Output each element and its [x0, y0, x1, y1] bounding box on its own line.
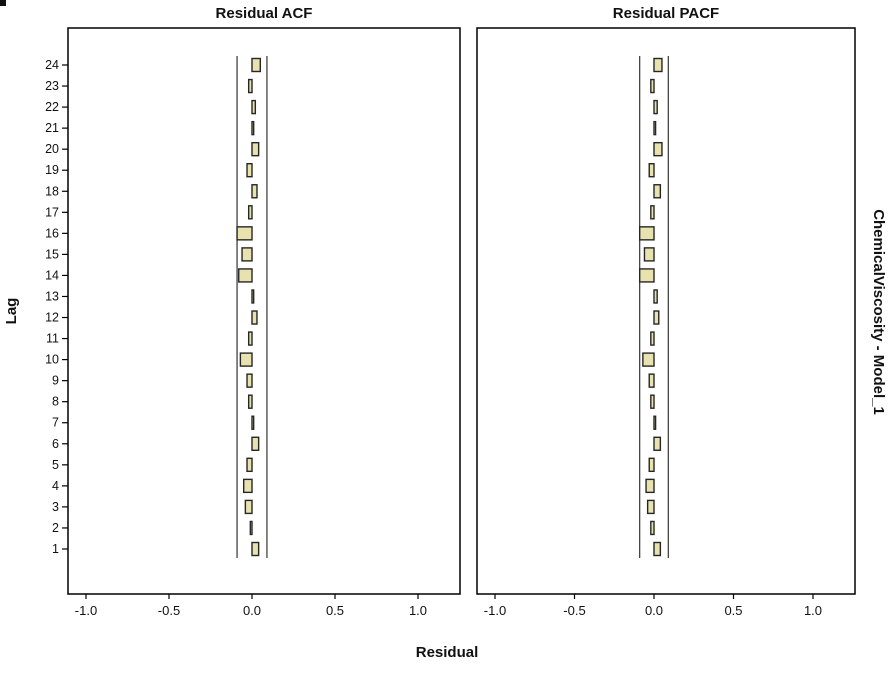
pacf-bar-lag-10	[642, 352, 655, 367]
y-tick-label: 3	[52, 500, 59, 514]
acf-bar-lag-23	[247, 78, 253, 94]
y-tick-label: 21	[45, 121, 59, 135]
acf-bar-lag-3	[244, 499, 253, 515]
acf-bar-lag-1	[251, 541, 260, 557]
y-tick-label: 16	[45, 226, 59, 240]
y-tick-label: 20	[45, 142, 59, 156]
acf-x-tick-label: 0.5	[326, 603, 344, 618]
y-tick-label: 24	[45, 58, 59, 72]
acf-bar-lag-22	[251, 99, 257, 115]
y-tick-label: 15	[45, 247, 59, 261]
pacf-bar-lag-8	[650, 394, 655, 409]
acf-bar-lag-5	[246, 457, 253, 473]
acf-x-tick-label: -0.5	[158, 603, 180, 618]
pacf-panel-title: Residual PACF	[613, 5, 719, 22]
pacf-bar-lag-6	[653, 436, 662, 451]
pacf-panel-content: -1.0 -0.5 0.0 0.5 1.0	[484, 56, 822, 618]
y-tick-label: 13	[45, 289, 59, 303]
acf-bar-lag-17	[247, 205, 253, 220]
pacf-bar-lag-7	[653, 415, 657, 430]
y-axis-label: Lag	[3, 298, 20, 325]
acf-bar-lag-6	[251, 436, 260, 451]
y-tick-label: 6	[52, 437, 59, 451]
pacf-bar-lag-24	[653, 57, 663, 73]
acf-bar-lag-12	[251, 310, 258, 325]
acf-panel-border	[67, 27, 461, 595]
y-tick-label: 17	[45, 205, 59, 219]
acf-bar-lag-16	[236, 226, 253, 241]
pacf-x-tick-label: 1.0	[804, 603, 822, 618]
acf-x-tick-label: -1.0	[75, 603, 97, 618]
acf-panel-title: Residual ACF	[216, 5, 313, 22]
acf-bar-lag-21	[251, 120, 255, 136]
y-tick-label: 5	[52, 458, 59, 472]
pacf-x-tick-label: 0.5	[724, 603, 742, 618]
acf-bar-lag-11	[247, 331, 253, 346]
acf-bar-lag-15	[241, 247, 253, 262]
y-tick-label: 19	[45, 163, 59, 177]
y-tick-label: 23	[45, 79, 59, 93]
acf-panel-content: -1.0 -0.5 0.0 0.5 1.0	[75, 56, 427, 618]
acf-bar-lag-10	[239, 352, 253, 367]
pacf-bar-lag-17	[650, 205, 655, 220]
x-axis-label: Residual	[416, 644, 479, 661]
pacf-bar-lag-19	[648, 163, 655, 178]
y-tick-label: 10	[45, 353, 59, 367]
pacf-bar-lag-21	[653, 120, 657, 136]
acf-bar-lag-4	[242, 478, 253, 494]
acf-bar-lag-14	[238, 268, 253, 283]
pacf-bar-lag-12	[653, 310, 660, 325]
pacf-x-tick-label: -1.0	[484, 603, 506, 618]
pacf-bar-lag-15	[643, 247, 655, 262]
acf-bar-lag-19	[246, 163, 253, 178]
y-tick-label: 2	[52, 521, 59, 535]
pacf-bar-lag-23	[650, 78, 655, 94]
acf-bar-lag-9	[246, 373, 253, 388]
pacf-bar-lag-2	[650, 520, 655, 536]
y-tick-label: 11	[46, 332, 59, 346]
y-tick-label: 22	[45, 100, 59, 114]
acf-bar-lag-8	[247, 394, 253, 409]
acf-bar-lag-13	[251, 289, 255, 304]
y-tick-label: 1	[52, 542, 59, 556]
acf-x-tick-label: 0.0	[243, 603, 261, 618]
y-tick-label: 18	[45, 184, 59, 198]
pacf-bar-lag-18	[653, 184, 662, 199]
pacf-x-tick-label: 0.0	[645, 603, 663, 618]
pacf-bar-lag-5	[648, 457, 655, 473]
screen-corner-artifact	[0, 0, 6, 6]
pacf-panel-border	[476, 27, 856, 595]
pacf-bar-lag-16	[638, 226, 655, 241]
y-tick-label: 14	[45, 268, 59, 282]
pacf-bar-lag-14	[638, 268, 655, 283]
pacf-bar-lag-20	[653, 141, 663, 157]
acf-bar-lag-7	[251, 415, 255, 430]
pacf-bar-lag-13	[653, 289, 658, 304]
acf-bar-lag-20	[251, 141, 260, 157]
pacf-bar-lag-11	[650, 331, 655, 346]
acf-x-tick-label: 1.0	[409, 603, 427, 618]
pacf-bar-lag-1	[653, 541, 662, 557]
y-tick-label: 9	[52, 374, 59, 388]
pacf-bar-lag-4	[645, 478, 655, 494]
y-tick-label: 8	[52, 395, 59, 409]
pacf-x-tick-label: -0.5	[563, 603, 585, 618]
pacf-bar-lag-9	[648, 373, 655, 388]
y-tick-label: 12	[45, 311, 59, 325]
y-tick-label: 4	[52, 479, 59, 493]
pacf-bar-lag-22	[653, 99, 658, 115]
acf-bar-lag-24	[251, 57, 262, 73]
y-tick-label: 7	[52, 416, 59, 430]
model-label: ChemicalViscosity - Model_1	[870, 209, 887, 415]
pacf-bar-lag-3	[646, 499, 655, 515]
acf-bar-lag-2	[249, 520, 253, 536]
acf-bar-lag-18	[251, 184, 258, 199]
